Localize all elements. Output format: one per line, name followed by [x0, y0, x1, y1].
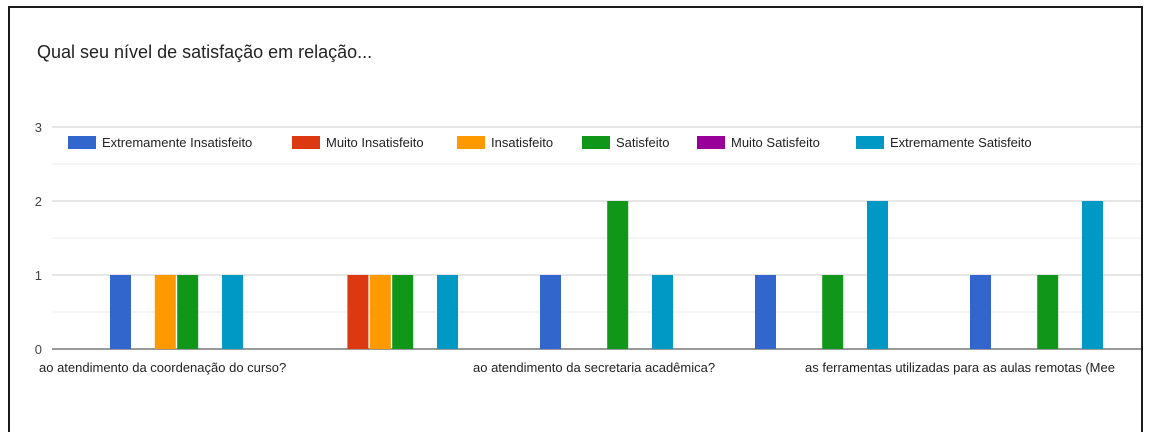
legend-entry: Satisfeito [616, 135, 669, 150]
chart-title: Qual seu nível de satisfação em relação.… [37, 42, 373, 62]
legend-swatch [68, 136, 96, 149]
legend-swatch [697, 136, 725, 149]
y-tick-label: 3 [35, 120, 42, 135]
y-tick-label: 2 [35, 194, 42, 209]
bar [369, 275, 391, 349]
legend-entry: Muito Insatisfeito [326, 135, 424, 150]
bar [1037, 275, 1059, 349]
bar [1082, 201, 1103, 349]
legend-swatch [457, 136, 485, 149]
bar [154, 275, 176, 349]
bar [437, 275, 458, 349]
bar [607, 201, 629, 349]
y-tick-label: 0 [35, 342, 42, 357]
bar [222, 275, 243, 349]
chart-card: Qual seu nível de satisfação em relação.… [8, 6, 1143, 432]
bar [970, 275, 991, 349]
bar [755, 275, 776, 349]
bar [652, 275, 673, 349]
legend-swatch [292, 136, 320, 149]
bar [540, 275, 561, 349]
x-category-label: as ferramentas utilizadas para as aulas … [805, 360, 1115, 375]
legend-entry: Insatisfeito [491, 135, 553, 150]
bar [867, 201, 888, 349]
bar [392, 275, 414, 349]
bar [177, 275, 199, 349]
y-tick-label: 1 [35, 268, 42, 283]
legend-swatch [856, 136, 884, 149]
legend-entry: Extremamente Insatisfeito [102, 135, 252, 150]
x-category-label: ao atendimento da secretaria acadêmica? [473, 360, 715, 375]
x-category-label: ao atendimento da coordenação do curso? [39, 360, 286, 375]
bar-chart: 0 1 2 3 ao atendimento da coordenação do cur… [35, 120, 1141, 375]
legend-swatch [582, 136, 610, 149]
legend-entry: Muito Satisfeito [731, 135, 820, 150]
bar [110, 275, 131, 349]
legend-entry: Extremamente Satisfeito [890, 135, 1032, 150]
bar [347, 275, 369, 349]
bar [822, 275, 844, 349]
